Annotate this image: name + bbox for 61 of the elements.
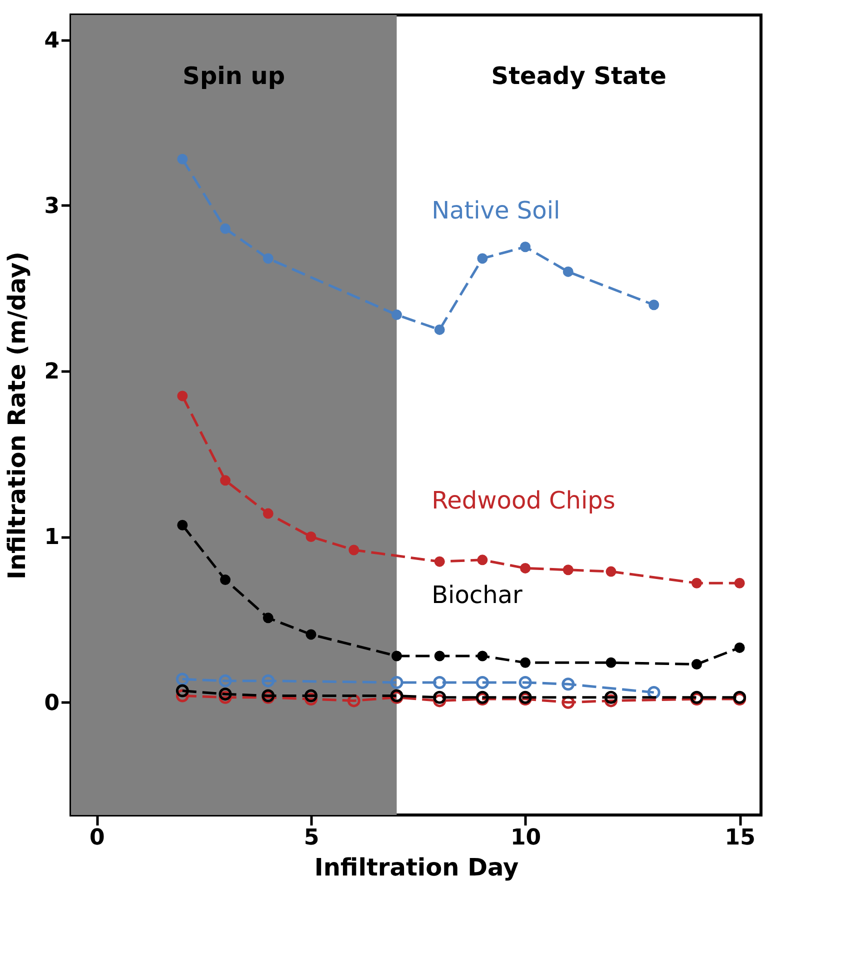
y-tick-label: 1 (44, 525, 60, 550)
point (606, 657, 616, 668)
point (390, 676, 404, 689)
series-label: Native Soil (432, 196, 560, 225)
point (306, 629, 316, 640)
point (177, 390, 188, 402)
point (262, 612, 274, 624)
series-label: Redwood Chips (432, 486, 616, 515)
point (477, 253, 488, 264)
point (434, 324, 445, 335)
y-tick-label: 3 (44, 194, 60, 219)
y-axis-title: Infiltration Rate (m/day) (3, 252, 32, 580)
point (433, 676, 446, 689)
point (734, 642, 745, 653)
x-axis-title: Infiltration Day (314, 854, 519, 882)
point (218, 674, 232, 688)
point (220, 574, 231, 586)
y-tick-label: 0 (44, 690, 60, 716)
band-label: Spin up (182, 62, 286, 90)
point (477, 554, 488, 566)
point (477, 650, 488, 662)
point (606, 566, 616, 577)
point (176, 672, 189, 686)
point (434, 556, 445, 567)
x-tick-label: 0 (90, 826, 105, 850)
point (691, 578, 702, 588)
point (177, 520, 188, 530)
x-tick-label: 5 (304, 826, 320, 850)
point (734, 578, 745, 588)
point (262, 674, 275, 688)
point (306, 532, 316, 542)
point (520, 657, 531, 668)
point (434, 650, 445, 662)
x-tick-label: 10 (510, 826, 542, 850)
point (176, 684, 189, 698)
point (218, 688, 232, 701)
point (648, 300, 660, 310)
point (433, 690, 446, 704)
point (562, 564, 574, 576)
y-tick-label: 2 (44, 360, 60, 385)
point (518, 676, 532, 689)
point (348, 544, 360, 556)
point (520, 562, 531, 574)
point (220, 223, 231, 234)
point (520, 242, 531, 252)
point (220, 475, 231, 486)
point (177, 154, 188, 164)
point (562, 266, 574, 277)
point (476, 676, 489, 689)
point (391, 310, 402, 320)
x-tick-label: 15 (724, 826, 756, 850)
point (562, 678, 575, 691)
point (391, 650, 402, 662)
y-tick-label: 4 (44, 28, 60, 54)
point (304, 689, 318, 702)
point (604, 690, 618, 704)
annotation: Steady State (491, 62, 666, 90)
point (691, 659, 702, 670)
point (262, 508, 274, 519)
point (262, 253, 274, 264)
series-label: Biochar (432, 580, 522, 609)
